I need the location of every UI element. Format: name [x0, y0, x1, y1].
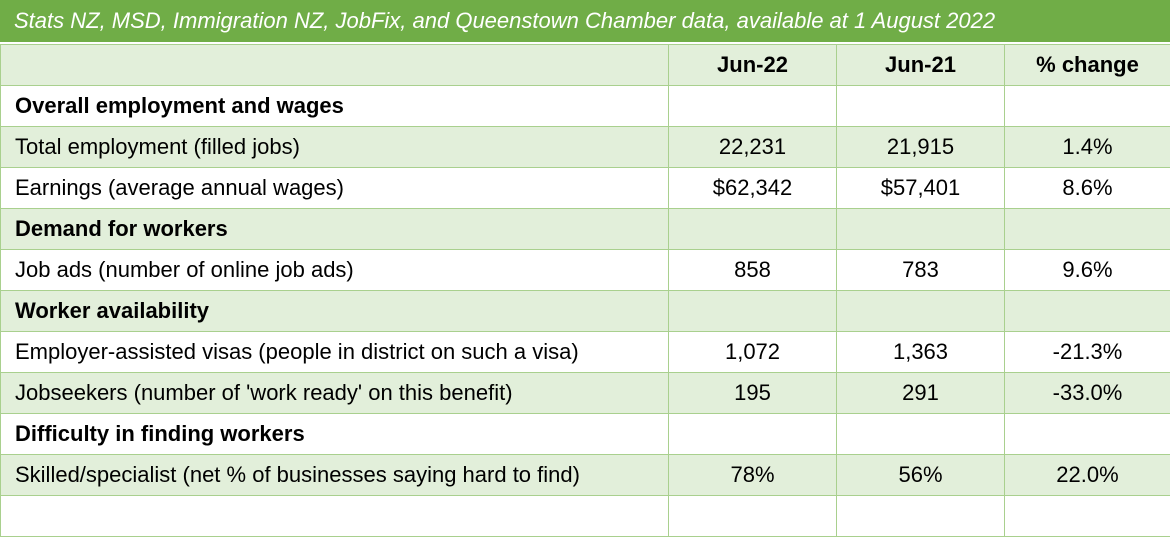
value-cell: -21.3% [1005, 332, 1170, 373]
header-cell [1, 45, 669, 86]
value-cell: 56% [837, 455, 1005, 496]
column-header: Jun-21 [837, 45, 1005, 86]
empty-cell [1005, 291, 1170, 332]
row-label: Earnings (average annual wages) [1, 168, 669, 209]
value-cell: 858 [669, 250, 837, 291]
value-cell: 783 [837, 250, 1005, 291]
table-row: Employer-assisted visas (people in distr… [1, 332, 1170, 373]
empty-cell [669, 86, 837, 127]
empty-cell [1005, 209, 1170, 250]
page: Stats NZ, MSD, Immigration NZ, JobFix, a… [0, 0, 1170, 500]
value-cell: $62,342 [669, 168, 837, 209]
empty-cell [1005, 414, 1170, 455]
table-row: Worker availability [1, 291, 1170, 332]
empty-cell [669, 209, 837, 250]
column-header: Jun-22 [669, 45, 837, 86]
value-cell: 1,363 [837, 332, 1005, 373]
value-cell: 1,072 [669, 332, 837, 373]
value-cell: 8.6% [1005, 168, 1170, 209]
empty-cell [669, 496, 837, 537]
empty-cell [1, 496, 669, 537]
empty-cell [837, 86, 1005, 127]
column-header: % change [1005, 45, 1170, 86]
section-heading: Worker availability [1, 291, 669, 332]
table-row: Skilled/specialist (net % of businesses … [1, 455, 1170, 496]
empty-cell [837, 291, 1005, 332]
table-row [1, 496, 1170, 537]
empty-cell [669, 291, 837, 332]
value-cell: 22,231 [669, 127, 837, 168]
row-label: Skilled/specialist (net % of businesses … [1, 455, 669, 496]
value-cell: 9.6% [1005, 250, 1170, 291]
section-heading: Demand for workers [1, 209, 669, 250]
section-heading: Difficulty in finding workers [1, 414, 669, 455]
value-cell: 22.0% [1005, 455, 1170, 496]
value-cell: 78% [669, 455, 837, 496]
value-cell: 1.4% [1005, 127, 1170, 168]
row-label: Jobseekers (number of 'work ready' on th… [1, 373, 669, 414]
table-row: Earnings (average annual wages)$62,342$5… [1, 168, 1170, 209]
row-label: Total employment (filled jobs) [1, 127, 669, 168]
table-row: Demand for workers [1, 209, 1170, 250]
value-cell: $57,401 [837, 168, 1005, 209]
empty-cell [1005, 496, 1170, 537]
value-cell: 21,915 [837, 127, 1005, 168]
section-heading: Overall employment and wages [1, 86, 669, 127]
empty-cell [669, 414, 837, 455]
table-row: Jobseekers (number of 'work ready' on th… [1, 373, 1170, 414]
empty-cell [1005, 86, 1170, 127]
empty-cell [837, 414, 1005, 455]
row-label: Employer-assisted visas (people in distr… [1, 332, 669, 373]
table-row: Difficulty in finding workers [1, 414, 1170, 455]
empty-cell [837, 496, 1005, 537]
table-title: Stats NZ, MSD, Immigration NZ, JobFix, a… [0, 0, 1170, 44]
row-label: Job ads (number of online job ads) [1, 250, 669, 291]
table-row: Overall employment and wages [1, 86, 1170, 127]
empty-cell [837, 209, 1005, 250]
value-cell: 291 [837, 373, 1005, 414]
value-cell: 195 [669, 373, 837, 414]
value-cell: -33.0% [1005, 373, 1170, 414]
